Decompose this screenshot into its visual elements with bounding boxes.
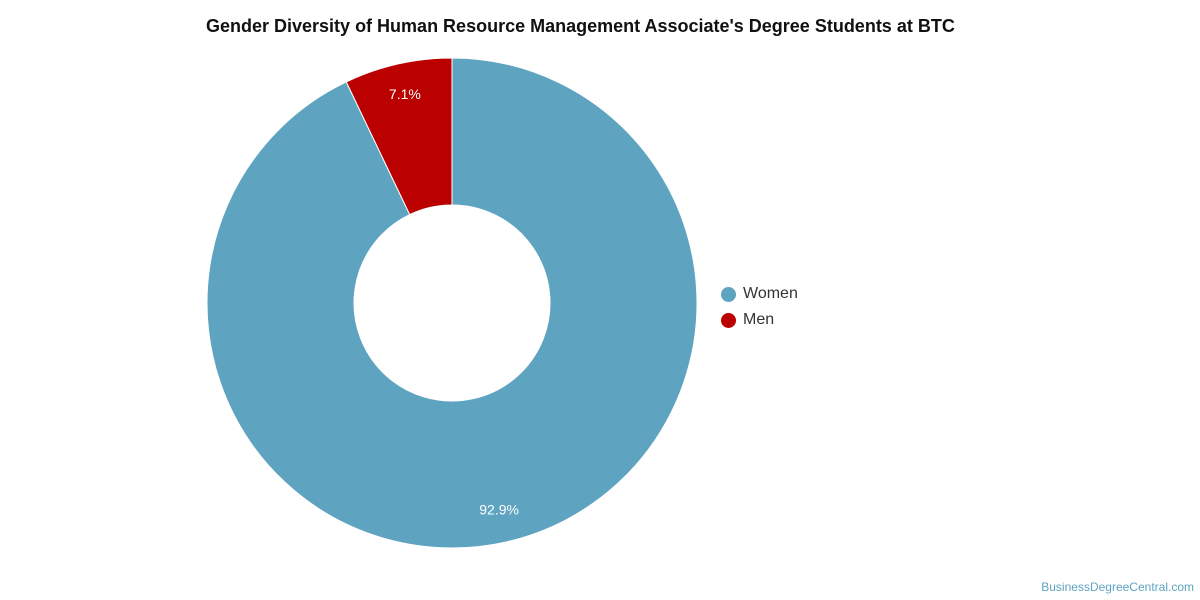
slice-label-women: 92.9%: [479, 501, 519, 517]
legend-item-women[interactable]: Women: [721, 281, 798, 307]
legend-item-men[interactable]: Men: [721, 307, 798, 333]
legend-swatch-women: [721, 286, 736, 302]
chart-legend: Women Men: [721, 281, 798, 333]
donut-slice-men[interactable]: [345, 57, 453, 216]
donut-slices: [206, 57, 698, 549]
chart-title: Gender Diversity of Human Resource Manag…: [206, 16, 955, 36]
legend-label-men: Men: [743, 311, 775, 328]
slice-label-men: 7.1%: [389, 86, 421, 102]
donut-slice-women[interactable]: [206, 57, 698, 549]
legend-label-women: Women: [743, 285, 798, 302]
legend-swatch-men: [721, 312, 736, 328]
watermark[interactable]: BusinessDegreeCentral.com: [1041, 580, 1194, 594]
donut-slice-labels: 92.9% 7.1%: [389, 86, 519, 517]
